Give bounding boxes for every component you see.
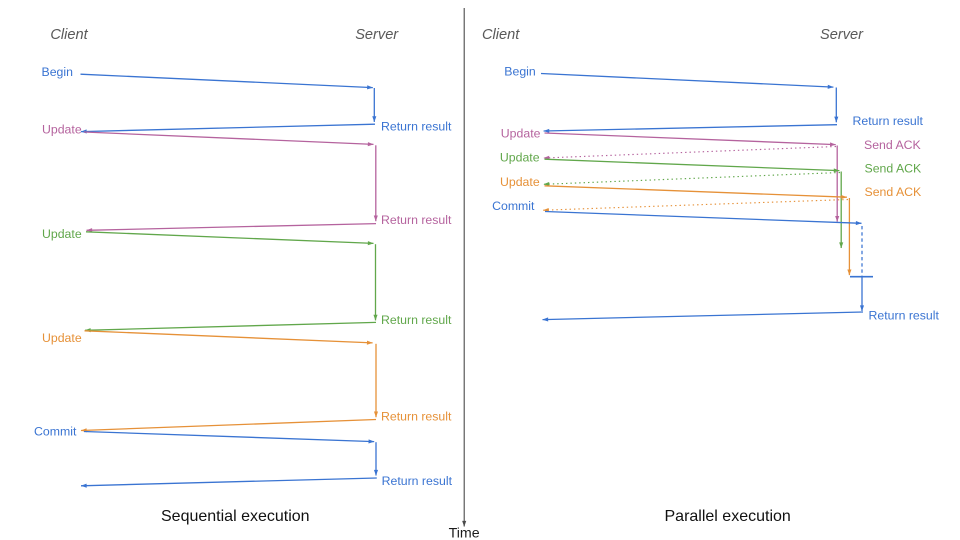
svg-text:Time: Time [449,526,480,540]
svg-text:Commit: Commit [492,199,535,213]
svg-text:Update: Update [500,175,540,189]
svg-text:Update: Update [42,123,82,137]
svg-text:Commit: Commit [34,425,77,439]
svg-text:Update: Update [501,126,541,140]
svg-text:Sequential execution: Sequential execution [161,508,310,525]
svg-text:Client: Client [482,27,520,43]
svg-text:Return result: Return result [381,119,452,133]
svg-text:Update: Update [42,227,82,241]
svg-text:Send ACK: Send ACK [864,138,922,152]
svg-text:Client: Client [50,27,88,43]
svg-text:Return result: Return result [853,114,924,128]
svg-text:Server: Server [820,27,864,43]
svg-text:Return result: Return result [381,213,452,227]
svg-text:Send ACK: Send ACK [865,185,923,199]
svg-text:Send ACK: Send ACK [865,162,923,176]
svg-text:Return result: Return result [381,313,452,327]
svg-text:Server: Server [355,27,399,43]
svg-text:Begin: Begin [42,65,74,79]
svg-text:Return result: Return result [381,410,452,424]
svg-text:Return result: Return result [869,309,940,323]
svg-text:Begin: Begin [504,65,536,79]
svg-text:Parallel execution: Parallel execution [665,508,791,525]
svg-text:Update: Update [500,151,540,165]
svg-text:Return result: Return result [382,474,453,488]
svg-text:Update: Update [42,331,82,345]
